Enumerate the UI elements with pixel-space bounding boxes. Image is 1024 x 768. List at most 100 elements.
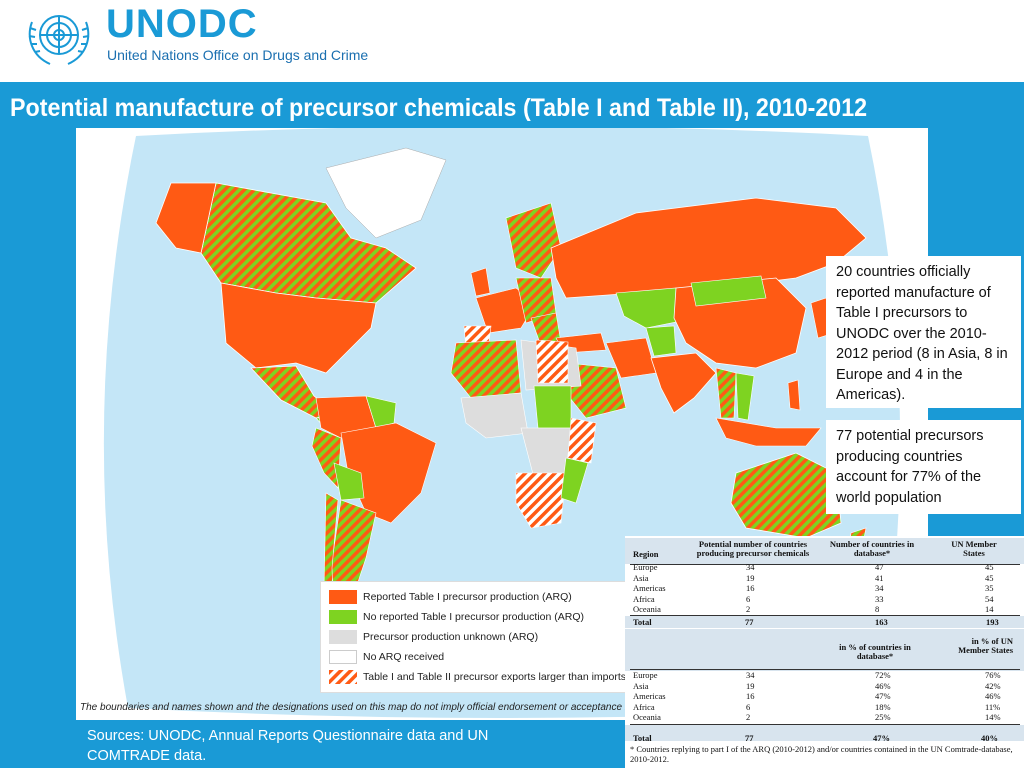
total-region: Total xyxy=(633,617,652,627)
table-total-band-2 xyxy=(625,725,1024,741)
un-emblem-icon xyxy=(28,15,90,65)
table-footnote: * Countries replying to part I of the AR… xyxy=(630,744,1013,764)
table-cell-region: Oceania xyxy=(633,712,661,722)
logo-subtitle: United Nations Office on Drugs and Crime xyxy=(107,47,369,63)
total-potential: 77 xyxy=(745,617,754,627)
table-cell-in_db: 72% xyxy=(875,670,891,680)
table-cell-region: Oceania xyxy=(633,604,661,614)
callout-population-share: 77 potential precursors producing countr… xyxy=(826,420,1021,514)
table-rule xyxy=(630,669,1020,670)
total2-un: 40% xyxy=(981,733,998,743)
map-panel: Reported Table I precursor production (A… xyxy=(76,128,928,720)
table-cell-potential: 34 xyxy=(746,562,755,572)
table-cell-region: Europe xyxy=(633,562,658,572)
philippines xyxy=(787,379,801,411)
alaska xyxy=(155,182,217,254)
table-cell-un: 46% xyxy=(985,691,1001,701)
table-cell-potential: 2 xyxy=(746,604,751,614)
page-title: Potential manufacture of precursor chemi… xyxy=(10,94,868,122)
table-cell-un: 35 xyxy=(985,583,994,593)
west-africa xyxy=(460,392,529,439)
table-cell-region: Africa xyxy=(633,593,655,604)
table-cell-potential: 19 xyxy=(746,680,755,691)
table-cell-un: 14% xyxy=(985,712,1001,722)
table-cell-region: Asia xyxy=(633,680,649,691)
table-rule xyxy=(630,564,1020,565)
logo-text: UNODC xyxy=(106,2,258,46)
indonesia xyxy=(715,417,822,447)
table-cell-un: 54 xyxy=(985,593,994,604)
world-map xyxy=(103,128,901,718)
map-legend: Reported Table I precursor production (A… xyxy=(320,581,626,693)
table-cell-un: 11% xyxy=(985,701,1001,712)
header: UNODC United Nations Office on Drugs and… xyxy=(0,0,1024,82)
afghanistan xyxy=(645,325,677,357)
table-header-band xyxy=(625,538,1024,564)
col-header-in-db-pct: in % of countries in database* xyxy=(839,642,911,661)
legend-label: Precursor production unknown (ARQ) xyxy=(363,631,539,643)
legend-swatch-not-reported xyxy=(329,610,357,624)
bolivia xyxy=(333,462,365,501)
col-header-un-pct: in % of UN Member States xyxy=(958,636,1013,655)
legend-label: Reported Table I precursor production (A… xyxy=(363,591,572,603)
table-cell-region: Asia xyxy=(633,572,649,583)
table-cell-in_db: 46% xyxy=(875,680,891,691)
table-cell-in_db: 8 xyxy=(875,604,880,614)
legend-swatch-reported xyxy=(329,590,357,604)
usa xyxy=(220,282,377,374)
table-cell-region: Africa xyxy=(633,701,655,712)
col-header-in-db: Number of countries in database* xyxy=(829,539,915,558)
total2-in-db: 47% xyxy=(873,733,890,743)
precursor-table: Region Potential number of countries pro… xyxy=(625,536,1024,768)
table-cell-in_db: 33 xyxy=(875,593,884,604)
peru-ecuador xyxy=(311,427,342,489)
table-cell-in_db: 41 xyxy=(875,572,884,583)
table-cell-potential: 19 xyxy=(746,572,755,583)
uk xyxy=(470,267,491,297)
total-un: 193 xyxy=(986,617,999,627)
table-cell-region: Americas xyxy=(633,691,666,701)
table-cell-region: Europe xyxy=(633,670,658,680)
sources-note: Sources: UNODC, Annual Reports Questionn… xyxy=(87,728,489,764)
greenland xyxy=(325,147,447,239)
india xyxy=(650,352,717,414)
table-cell-in_db: 47% xyxy=(875,691,891,701)
table-rule xyxy=(630,724,1020,725)
scandinavia xyxy=(505,202,562,279)
table-cell-potential: 6 xyxy=(746,701,751,712)
south-africa xyxy=(515,472,567,529)
table-cell-potential: 16 xyxy=(746,691,755,701)
map-disclaimer: The boundaries and names shown and the d… xyxy=(80,702,724,713)
table-cell-region: Americas xyxy=(633,583,666,593)
col-header-potential: Potential number of countries producing … xyxy=(696,539,810,558)
table-cell-un: 42% xyxy=(985,680,1001,691)
table-cell-un: 76% xyxy=(985,670,1001,680)
legend-swatch-no-arq xyxy=(329,650,357,664)
table-cell-un: 14 xyxy=(985,604,994,614)
total-in-db: 163 xyxy=(875,617,888,627)
table-cell-in_db: 34 xyxy=(875,583,884,593)
guyanas xyxy=(365,395,397,429)
legend-label: No reported Table I precursor production… xyxy=(363,611,584,623)
table-cell-in_db: 47 xyxy=(875,562,884,572)
table-cell-potential: 34 xyxy=(746,670,755,680)
table-cell-in_db: 25% xyxy=(875,712,891,722)
table-cell-potential: 16 xyxy=(746,583,755,593)
legend-swatch-exports xyxy=(329,670,357,684)
table-cell-in_db: 18% xyxy=(875,701,891,712)
col-header-region: Region xyxy=(633,549,659,559)
australia xyxy=(730,452,842,539)
table-cell-potential: 6 xyxy=(746,593,751,604)
legend-label: No ARQ received xyxy=(363,651,445,663)
myanmar-thailand xyxy=(715,367,737,419)
mozambique xyxy=(560,457,589,504)
table-header-band-2 xyxy=(625,629,1024,671)
total2-region: Total xyxy=(633,733,652,743)
col-header-un: UN Member States xyxy=(951,539,997,558)
table-cell-un: 45 xyxy=(985,562,994,572)
vietnam-laos xyxy=(735,372,755,421)
egypt xyxy=(535,339,569,384)
table-total-band xyxy=(625,616,1024,628)
russia xyxy=(550,197,867,299)
table-rule xyxy=(630,615,1020,616)
